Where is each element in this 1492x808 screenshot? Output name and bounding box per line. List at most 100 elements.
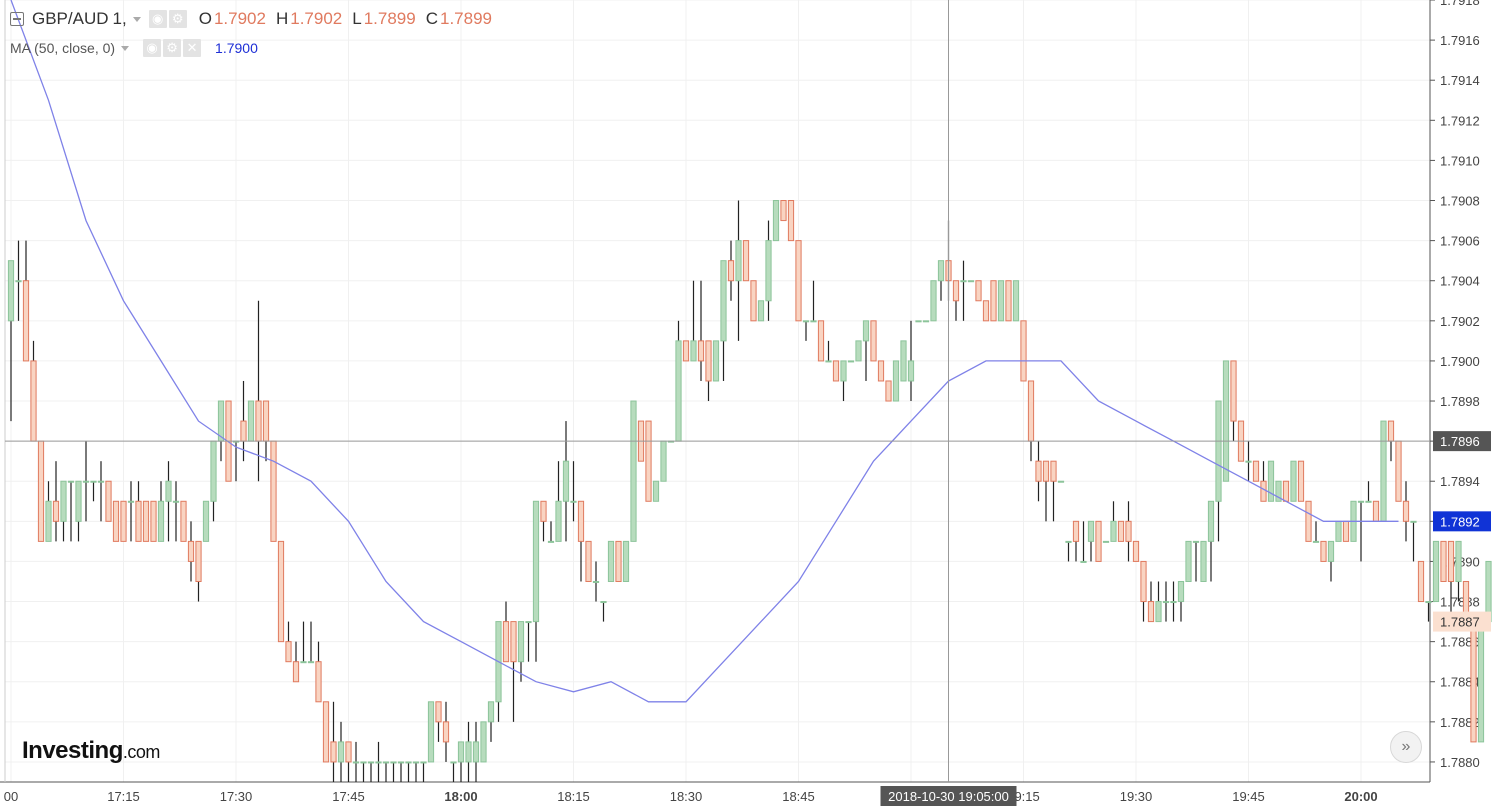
candle-up xyxy=(660,440,667,482)
candle-up xyxy=(690,340,697,362)
candle-down xyxy=(1072,520,1080,542)
x-tick-label: 18:15 xyxy=(557,789,590,804)
candle-up xyxy=(1170,601,1177,604)
candle-up xyxy=(480,721,487,763)
ma-label[interactable]: MA (50, close, 0) xyxy=(10,40,116,56)
candle-up xyxy=(1455,540,1462,582)
candle-up xyxy=(307,661,315,664)
candle-up xyxy=(772,200,780,242)
candle-down xyxy=(1470,621,1477,743)
candle-down xyxy=(1132,540,1140,562)
candle-down xyxy=(1035,460,1042,482)
candle-up xyxy=(1327,540,1335,562)
candle-down xyxy=(990,280,997,322)
close-icon[interactable]: ✕ xyxy=(183,39,202,57)
candle-down xyxy=(292,661,300,683)
candle-up xyxy=(675,340,682,442)
candle-down xyxy=(37,440,45,542)
last-price-tag-label: 1.7887 xyxy=(1440,615,1480,630)
candle-down xyxy=(345,741,352,763)
candle-up xyxy=(1477,621,1485,743)
candle-down xyxy=(585,540,592,582)
last-price-tag-box xyxy=(1433,611,1491,632)
candle-up xyxy=(1222,360,1230,482)
candle-up xyxy=(765,240,772,302)
ma-value: 1.7900 xyxy=(215,40,258,56)
candle-up xyxy=(1275,480,1282,502)
candle-up xyxy=(1215,400,1222,502)
y-tick-label: 1.7910 xyxy=(1440,153,1480,168)
candle-up xyxy=(892,360,900,402)
chevron-down-icon[interactable] xyxy=(121,45,130,51)
eye-icon[interactable]: ◉ xyxy=(143,39,162,57)
candle-down xyxy=(1147,601,1155,623)
candle-up xyxy=(15,280,22,283)
x-tick-label: 17:30 xyxy=(220,789,253,804)
y-tick-label: 1.7912 xyxy=(1440,113,1480,128)
candle-down xyxy=(885,380,892,402)
candle-down xyxy=(105,480,112,522)
candle-up xyxy=(45,500,52,542)
x-tick-label: 18:30 xyxy=(670,789,703,804)
legend-main: GBP/AUD 1, ◉ ⚙ O 1.7902 H 1.7902 L 1.789… xyxy=(10,9,492,29)
collapse-legend-icon[interactable] xyxy=(10,12,24,26)
gear-icon[interactable]: ⚙ xyxy=(163,39,182,57)
candle-up xyxy=(427,701,435,763)
crosshair-price-tag-box xyxy=(1433,431,1491,452)
candle-down xyxy=(150,500,157,542)
y-tick-label: 1.7886 xyxy=(1440,635,1480,650)
candle-up xyxy=(1177,580,1185,603)
candle-up xyxy=(1110,520,1117,542)
open-value: 1.7902 xyxy=(213,9,266,28)
candle-down xyxy=(817,320,825,362)
candle-down xyxy=(502,621,510,663)
eye-icon[interactable]: ◉ xyxy=(148,10,167,28)
low-label: L xyxy=(352,9,362,28)
candle-up xyxy=(712,340,720,382)
candle-up xyxy=(1080,560,1087,563)
candle-up xyxy=(75,480,82,522)
candle-down xyxy=(1020,320,1027,382)
candle-up xyxy=(1200,540,1207,582)
candle-down xyxy=(52,500,60,522)
candle-up xyxy=(382,761,390,764)
ma-price-tag-box xyxy=(1433,511,1491,532)
candle-up xyxy=(1192,540,1200,543)
candle-up xyxy=(1312,540,1320,543)
candle-down xyxy=(1125,520,1132,542)
candle-up xyxy=(1290,460,1297,502)
candle-up xyxy=(997,280,1005,322)
chevron-down-icon[interactable] xyxy=(132,16,141,22)
candle-down xyxy=(1305,500,1312,542)
candle-down xyxy=(1095,520,1102,562)
candle-up xyxy=(450,761,457,764)
candle-up xyxy=(802,320,810,323)
candle-up xyxy=(367,761,375,764)
high-value: 1.7902 xyxy=(290,9,343,28)
candle-down xyxy=(22,280,30,362)
candle-down xyxy=(1260,480,1267,502)
candle-down xyxy=(742,240,750,282)
x-tick-label: 17:15 xyxy=(107,789,140,804)
y-tick-label: 1.7882 xyxy=(1440,715,1480,730)
y-tick-label: 1.7916 xyxy=(1440,33,1480,48)
y-tick-label: 1.7894 xyxy=(1440,474,1480,489)
candle-down xyxy=(577,500,585,542)
high-label: H xyxy=(275,9,289,28)
low-value: 1.7899 xyxy=(363,9,416,28)
candle-up xyxy=(630,400,637,542)
candle-up xyxy=(525,621,532,624)
candle-up xyxy=(652,480,660,502)
candle-down xyxy=(1417,560,1425,603)
candle-up xyxy=(247,400,255,442)
investing-logo: Investing.com xyxy=(22,737,160,764)
candle-up xyxy=(1432,540,1440,603)
ma-price-tag-label: 1.7892 xyxy=(1440,514,1480,529)
scroll-to-realtime-button[interactable]: » xyxy=(1390,731,1422,763)
gear-icon[interactable]: ⚙ xyxy=(168,10,187,28)
symbol-label[interactable]: GBP/AUD xyxy=(32,9,109,28)
candle-up xyxy=(810,320,817,323)
candle-up xyxy=(397,761,405,764)
candle-up xyxy=(1357,500,1365,503)
